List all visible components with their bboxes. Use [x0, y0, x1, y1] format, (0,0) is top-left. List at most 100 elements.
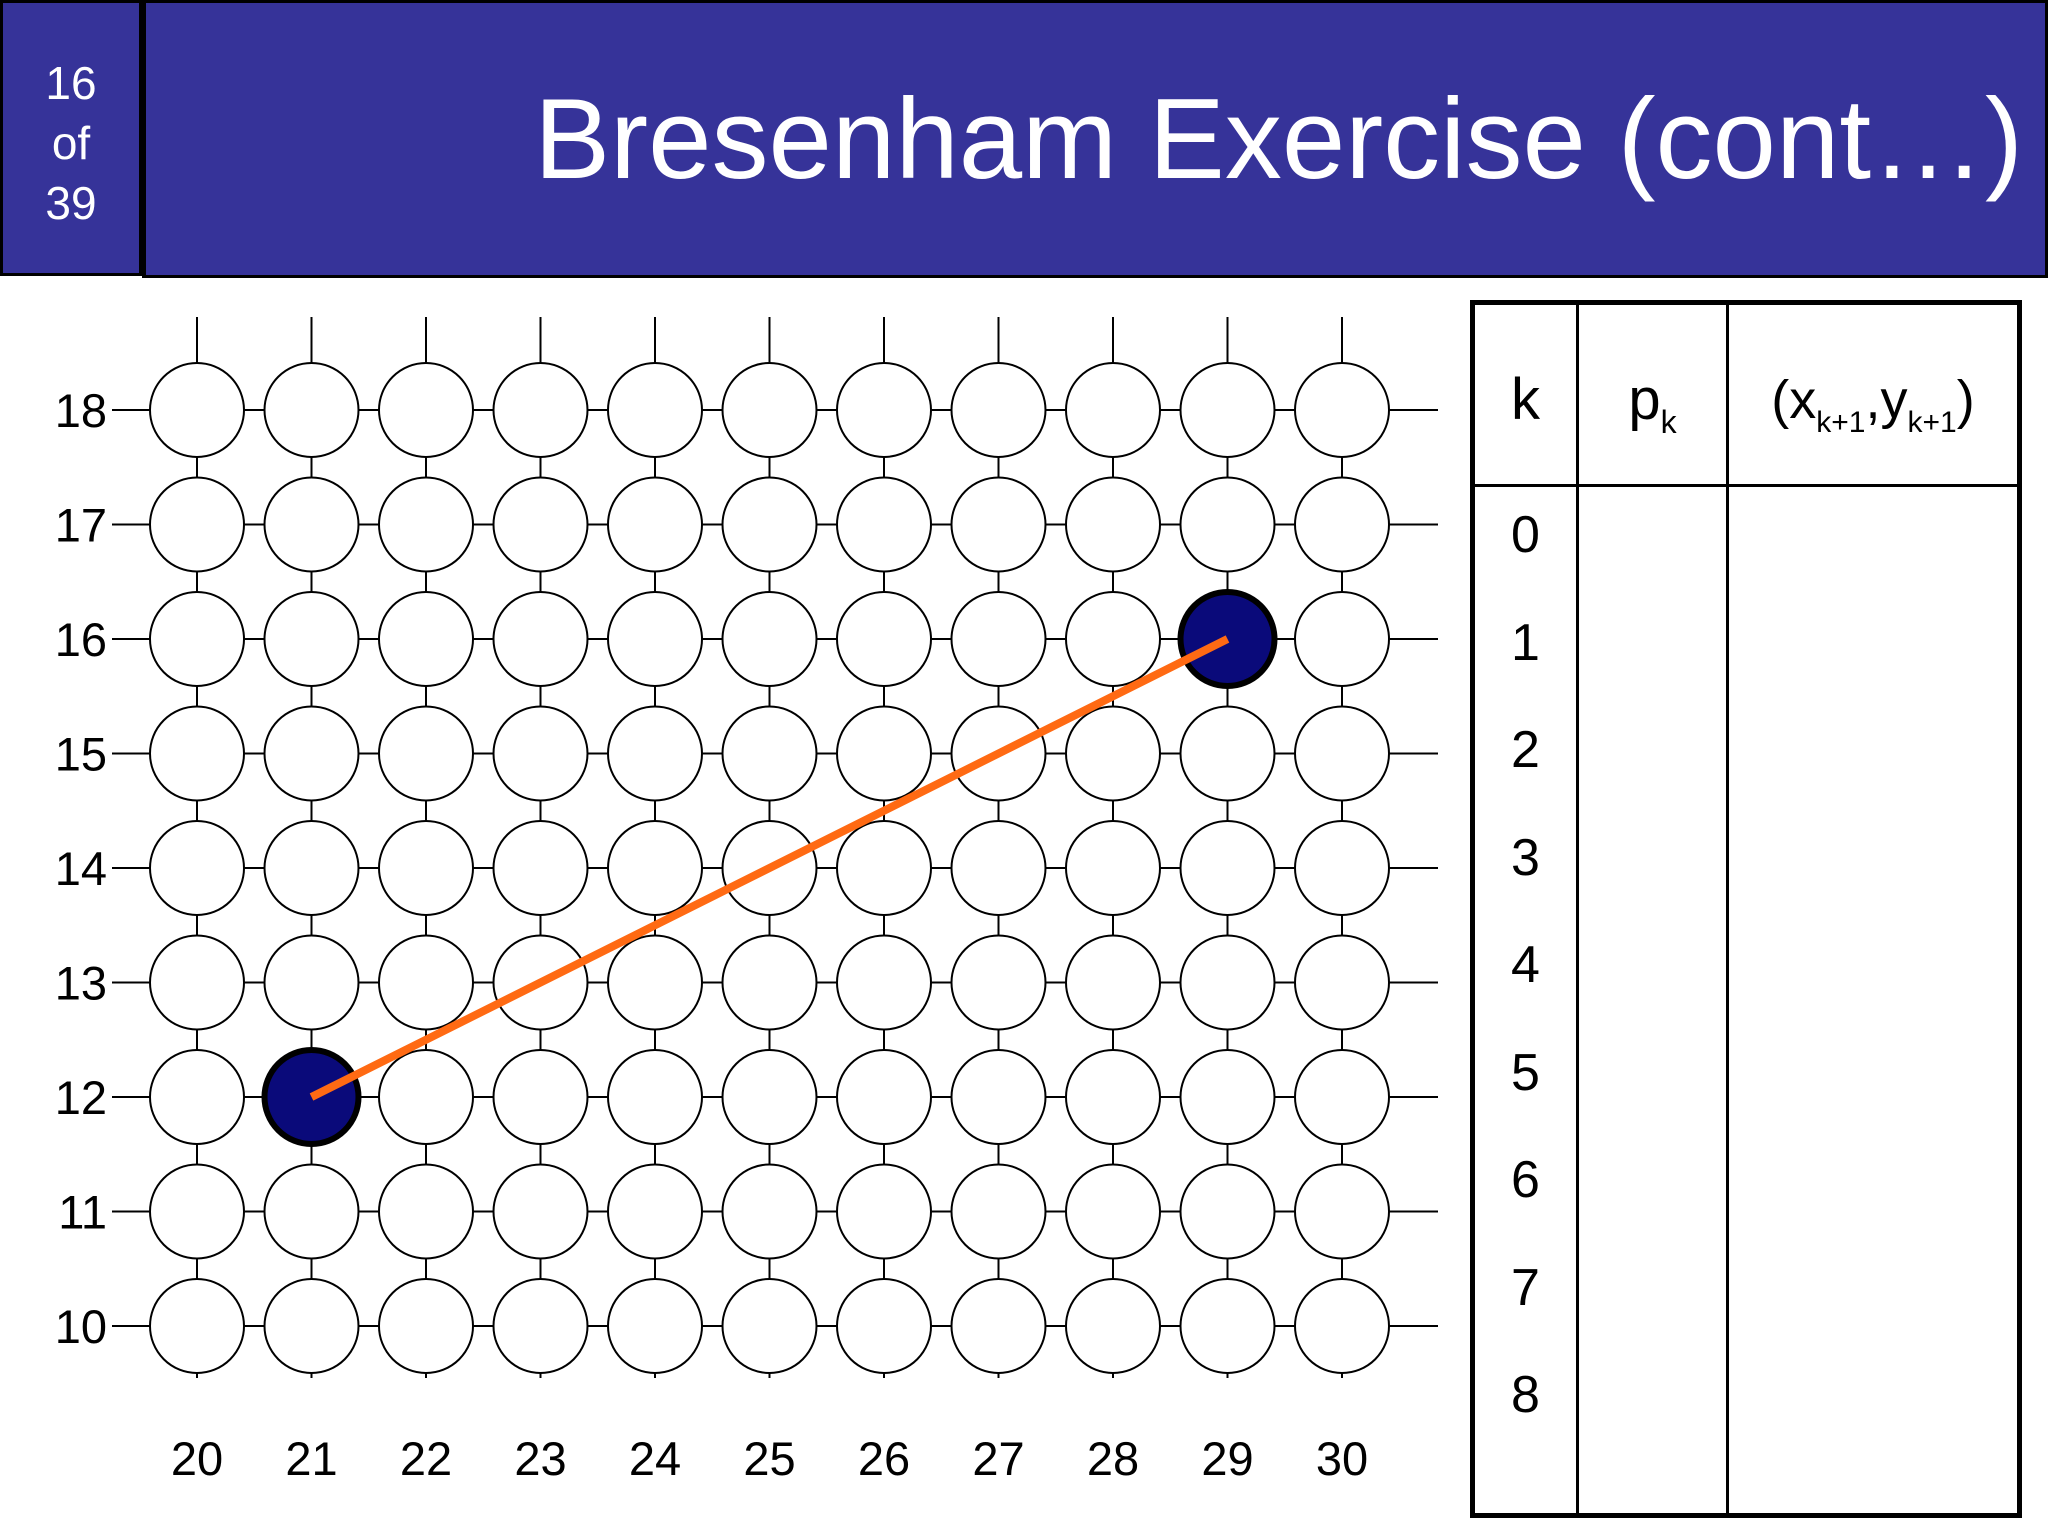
empty-pixel [149, 476, 245, 573]
table-column-divider [1726, 305, 1729, 1513]
empty-pixel [1065, 1278, 1161, 1374]
empty-pixel [1294, 934, 1390, 1031]
empty-pixel [836, 1163, 932, 1260]
empty-pixel [378, 705, 474, 802]
empty-pixel [263, 820, 360, 916]
axis-labels: 20 21 22 23 24 25 26 27 28 29 30 18 17 16 15 14 13 12 11 10 [55, 384, 1368, 1485]
empty-pixel [263, 934, 360, 1031]
empty-pixel [1294, 476, 1390, 573]
empty-pixel [492, 591, 589, 687]
y-tick-label: 14 [55, 842, 107, 895]
page-current: 16 [45, 57, 97, 109]
empty-pixel [149, 1163, 245, 1260]
empty-pixel [607, 1049, 703, 1145]
empty-pixel [950, 591, 1047, 687]
empty-pixel [836, 705, 932, 802]
empty-pixel [1294, 820, 1390, 916]
empty-pixel [149, 591, 245, 687]
y-tick-label: 12 [55, 1071, 107, 1124]
x-tick-label: 29 [1201, 1432, 1253, 1485]
empty-pixel [1065, 820, 1161, 916]
empty-pixel [1065, 705, 1161, 802]
empty-pixel [378, 934, 474, 1031]
slide-title: Bresenham Exercise (cont…) [534, 76, 2023, 203]
y-tick-label: 16 [55, 613, 107, 666]
empty-pixel [149, 362, 245, 458]
empty-pixel [1294, 705, 1390, 802]
empty-pixel [836, 362, 932, 458]
k-value: 2 [1511, 721, 1540, 779]
empty-pixel [950, 1278, 1047, 1374]
empty-pixel [836, 1049, 932, 1145]
empty-pixel [721, 1163, 818, 1260]
x-tick-label: 26 [858, 1432, 910, 1485]
empty-pixel [950, 1049, 1047, 1145]
header-p: pk [1628, 367, 1677, 440]
empty-pixel [263, 1163, 360, 1260]
empty-pixel [492, 705, 589, 802]
empty-pixel [1065, 591, 1161, 687]
empty-pixel [1065, 1049, 1161, 1145]
empty-pixel [1179, 934, 1276, 1031]
k-value: 4 [1511, 936, 1540, 994]
y-tick-label: 10 [55, 1300, 107, 1353]
empty-pixel [1065, 476, 1161, 573]
pixel-circles [149, 362, 1390, 1374]
empty-pixel [149, 1278, 245, 1374]
empty-pixel [1065, 362, 1161, 458]
empty-pixel [378, 1163, 474, 1260]
x-tick-label: 25 [743, 1432, 795, 1485]
empty-pixel [1179, 362, 1276, 458]
empty-pixel [607, 362, 703, 458]
empty-pixel [1065, 1163, 1161, 1260]
k-value: 3 [1511, 828, 1540, 887]
empty-pixel [1294, 591, 1390, 687]
empty-pixel [149, 820, 245, 916]
empty-pixel [492, 1163, 589, 1260]
empty-pixel [950, 934, 1047, 1031]
x-tick-label: 21 [285, 1432, 337, 1485]
empty-pixel [378, 820, 474, 916]
empty-pixel [836, 1278, 932, 1374]
k-value: 7 [1511, 1258, 1540, 1317]
empty-pixel [721, 476, 818, 573]
title-bar: Bresenham Exercise (cont…) [142, 0, 2048, 278]
header-k: k [1511, 367, 1540, 432]
empty-pixel [950, 362, 1047, 458]
x-tick-label: 20 [171, 1432, 223, 1485]
x-tick-label: 30 [1316, 1432, 1368, 1485]
k-value: 5 [1511, 1043, 1540, 1102]
y-tick-label: 11 [58, 1186, 107, 1239]
empty-pixel [149, 934, 245, 1031]
page-number-box: 16 of 39 [0, 0, 142, 276]
empty-pixel [378, 591, 474, 687]
empty-pixel [607, 1278, 703, 1374]
page-total: 39 [45, 177, 97, 229]
empty-pixel [378, 1278, 474, 1374]
k-value: 1 [1511, 613, 1540, 672]
x-tick-label: 27 [972, 1432, 1024, 1485]
empty-pixel [721, 591, 818, 687]
empty-pixel [263, 476, 360, 573]
empty-pixel [721, 705, 818, 802]
empty-pixel [950, 476, 1047, 573]
k-value: 6 [1511, 1151, 1540, 1209]
empty-pixel [1179, 820, 1276, 916]
empty-pixel [721, 1049, 818, 1145]
empty-pixel [1179, 1049, 1276, 1145]
empty-pixel [492, 476, 589, 573]
empty-pixel [721, 934, 818, 1031]
empty-pixel [263, 1278, 360, 1374]
empty-pixel [492, 1049, 589, 1145]
empty-pixel [1294, 362, 1390, 458]
empty-pixel [492, 362, 589, 458]
ideal-line [309, 635, 1230, 1101]
line-layer [309, 635, 1230, 1101]
empty-pixel [836, 476, 932, 573]
empty-pixel [721, 362, 818, 458]
x-tick-label: 23 [514, 1432, 566, 1485]
empty-pixel [1294, 1163, 1390, 1260]
empty-pixel [721, 1278, 818, 1374]
empty-pixel [950, 820, 1047, 916]
